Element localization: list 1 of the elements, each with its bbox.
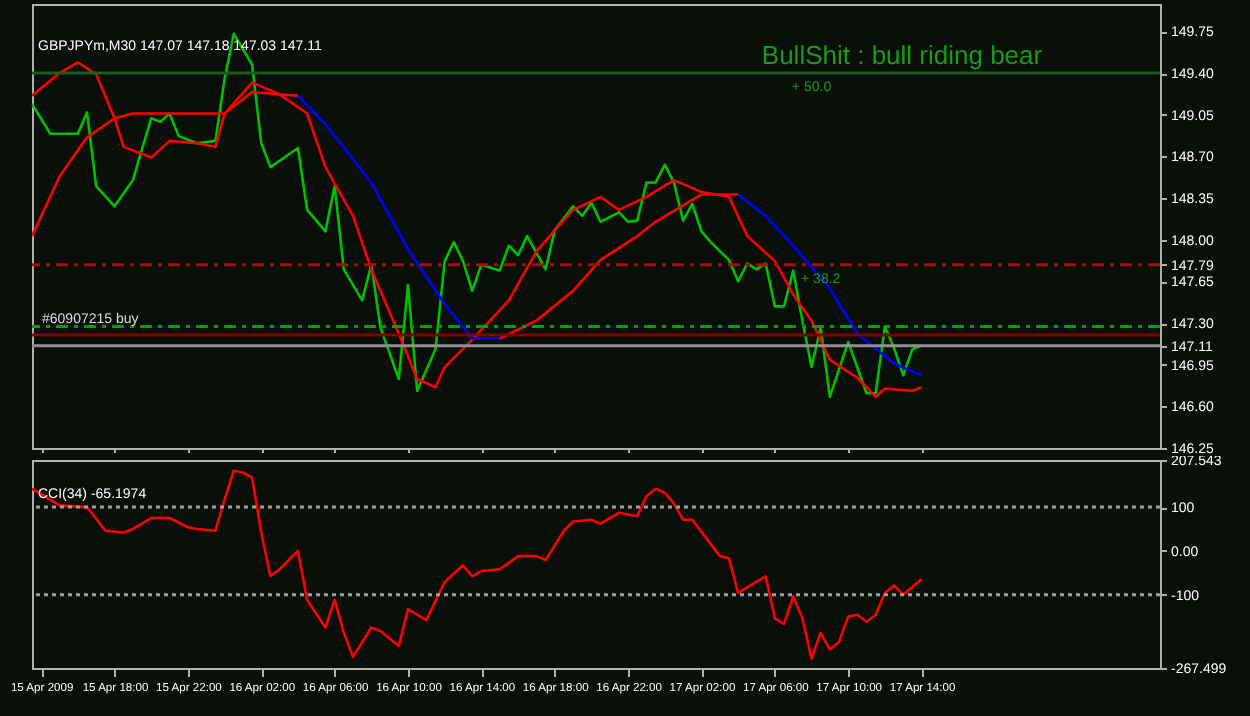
annotation: BullShit : bull riding bear [761,40,1044,70]
